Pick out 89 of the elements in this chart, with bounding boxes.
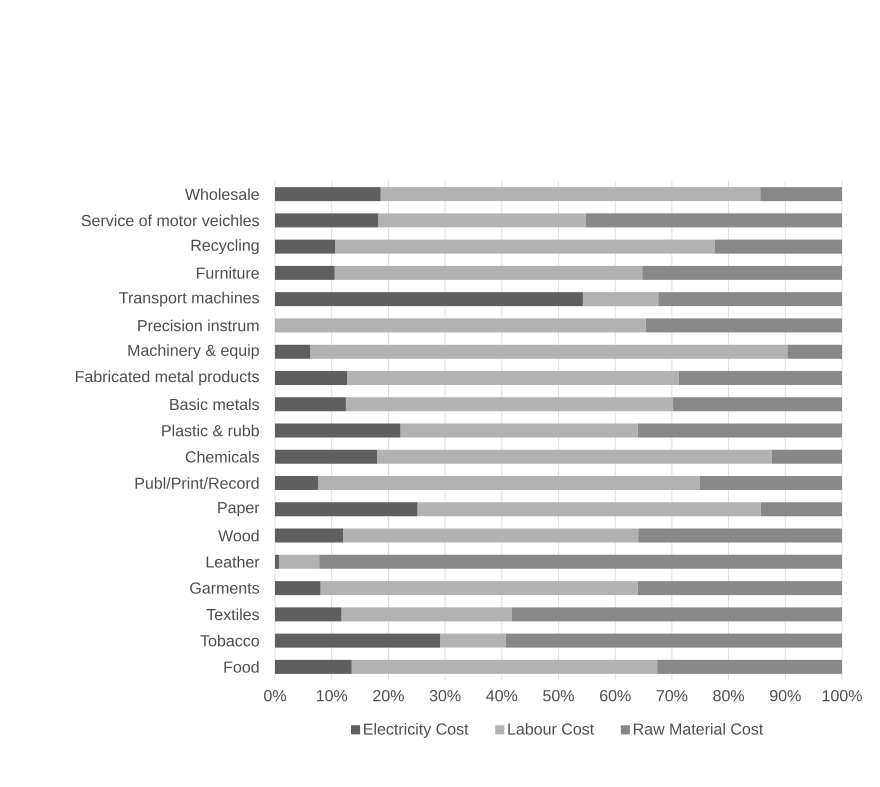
y-tick-label: Machinery & equip	[128, 344, 259, 360]
bar	[715, 240, 842, 254]
y-tick-label: Precision instrum	[138, 320, 259, 332]
bar	[638, 528, 842, 543]
x-tick-label: 70%	[656, 690, 688, 702]
bar	[275, 240, 336, 254]
bar	[275, 528, 344, 543]
y-tick-label: Fabricated metal products	[76, 370, 260, 386]
bar	[678, 370, 842, 385]
bar	[512, 607, 842, 622]
bar	[347, 370, 679, 385]
y-tick-label: Leather	[206, 556, 260, 568]
bar	[334, 266, 642, 280]
bar	[657, 660, 842, 674]
bar	[343, 528, 638, 543]
bar	[642, 266, 842, 280]
y-tick-label: Garments	[190, 582, 260, 594]
y-tick-label: Chemicals	[186, 450, 260, 463]
bar	[673, 397, 842, 412]
bar	[275, 607, 342, 622]
y-tick-label: Service of motor veichles	[82, 214, 260, 226]
x-tick-label: 100%	[822, 690, 862, 702]
y-tick-label: Recycling	[192, 239, 259, 254]
y-tick-label: Wood	[218, 530, 259, 542]
bar	[638, 581, 842, 596]
bar	[275, 292, 583, 306]
bar	[275, 266, 335, 280]
bar	[346, 397, 674, 412]
bar	[380, 187, 760, 202]
y-tick-label: Wholesale	[184, 188, 259, 200]
bar	[506, 634, 842, 648]
bar	[772, 450, 842, 464]
x-tick-label: 80%	[713, 690, 744, 702]
x-tick-label: 10%	[316, 690, 348, 702]
bar	[586, 213, 842, 228]
x-tick-label: 20%	[373, 690, 404, 702]
x-tick-label: 90%	[770, 690, 801, 702]
bar	[319, 554, 842, 569]
legend-label: Labour Cost	[508, 723, 594, 735]
bar	[275, 660, 352, 674]
bar	[275, 554, 279, 569]
bar	[275, 502, 418, 516]
x-tick-label: 30%	[430, 690, 461, 702]
bar	[700, 476, 842, 490]
y-tick-label: Transport machines	[119, 292, 260, 307]
bar	[275, 213, 378, 228]
y-tick-label: Basic metals	[170, 398, 260, 410]
bar	[760, 502, 842, 516]
bar	[378, 213, 586, 228]
bar	[275, 370, 348, 385]
legend-label: Electricity Cost	[364, 723, 468, 738]
bar	[352, 660, 658, 674]
bar	[341, 607, 512, 622]
x-tick-label: 0%	[264, 690, 286, 702]
bar	[760, 187, 842, 202]
bar	[275, 581, 320, 596]
bar	[275, 476, 318, 490]
y-tick-label: Plastic & rubb	[162, 424, 259, 436]
bar	[275, 318, 646, 332]
bar	[335, 240, 715, 254]
bar	[440, 634, 506, 648]
bar	[658, 292, 842, 306]
x-tick-label: 40%	[486, 690, 518, 702]
bar	[400, 423, 638, 438]
bar	[638, 423, 842, 438]
bar	[646, 318, 842, 332]
x-tick-label: 60%	[600, 690, 631, 702]
bar	[788, 344, 842, 359]
bar	[275, 397, 346, 412]
y-tick-label: Paper	[218, 502, 260, 516]
bar	[275, 423, 400, 438]
bar	[275, 450, 378, 464]
x-tick-label: 50%	[543, 690, 574, 702]
bar	[275, 187, 380, 202]
y-tick-label: Food	[224, 660, 259, 673]
bar	[275, 634, 440, 648]
bar	[377, 450, 772, 464]
y-tick-label: Tobacco	[200, 634, 259, 646]
bar	[278, 554, 320, 569]
bar	[417, 502, 761, 516]
bar	[310, 344, 788, 359]
y-tick-label: Furniture	[196, 267, 259, 279]
y-tick-label: Publ/Print/Record	[136, 477, 259, 489]
y-tick-label: Textiles	[206, 608, 260, 620]
bar	[275, 344, 310, 359]
legend-label: Raw Material Cost	[634, 723, 764, 735]
bar	[318, 476, 700, 490]
bar	[582, 292, 658, 306]
bar	[320, 581, 638, 596]
